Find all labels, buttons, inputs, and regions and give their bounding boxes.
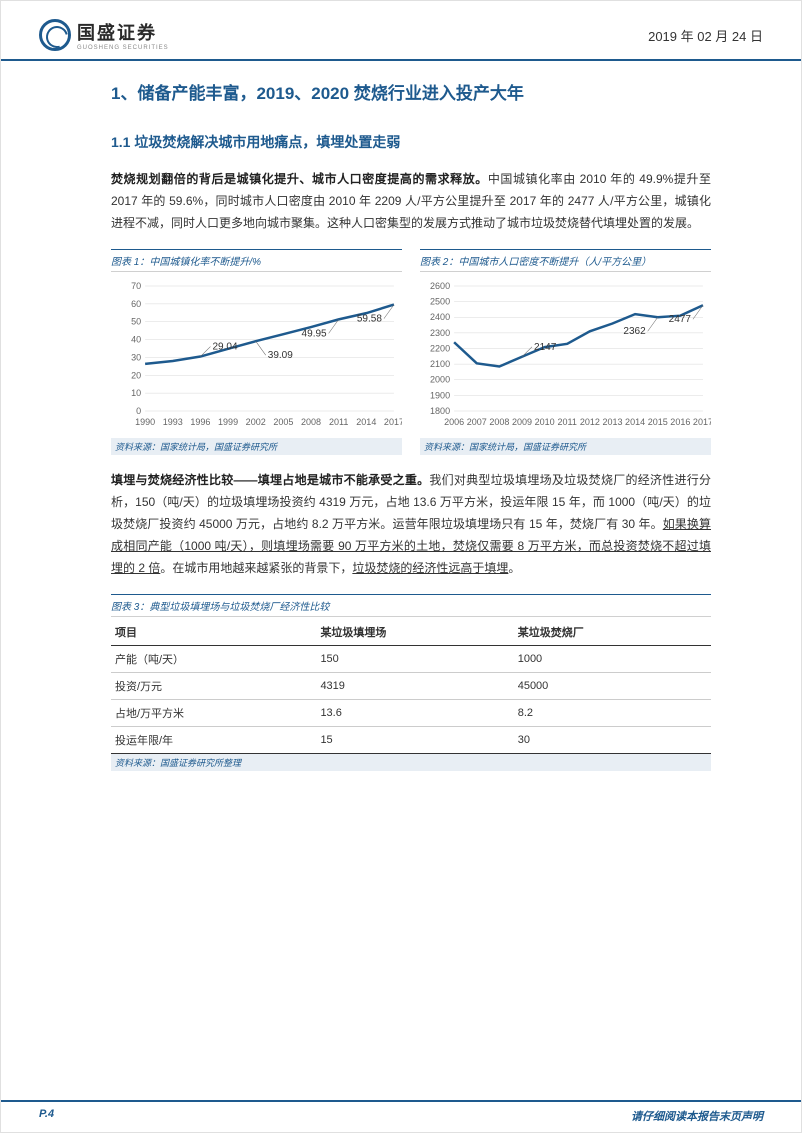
chart-2-svg: 1800 1900 2000 2100 2200 2300 2400 2500 2600 2006… <box>420 276 711 431</box>
svg-text:2008: 2008 <box>301 417 321 427</box>
svg-text:1990: 1990 <box>135 417 155 427</box>
page-number: P.4 <box>39 1108 54 1124</box>
table-header-cell: 某垃圾填埋场 <box>316 619 513 646</box>
table-cell: 15 <box>316 726 513 753</box>
svg-text:2500: 2500 <box>430 296 450 306</box>
svg-text:2100: 2100 <box>430 359 450 369</box>
footer-disclaimer: 请仔细阅读本报告末页声明 <box>631 1108 763 1124</box>
table-cell: 4319 <box>316 672 513 699</box>
svg-text:2000: 2000 <box>430 374 450 384</box>
table-cell: 投运年限/年 <box>111 726 316 753</box>
svg-text:2011: 2011 <box>329 417 348 427</box>
table-cell: 45000 <box>514 672 711 699</box>
svg-text:59.58: 59.58 <box>357 313 383 324</box>
svg-text:2012: 2012 <box>580 417 600 427</box>
svg-text:2009: 2009 <box>512 417 532 427</box>
svg-text:39.09: 39.09 <box>268 350 294 361</box>
table-row: 投资/万元431945000 <box>111 672 711 699</box>
svg-text:2008: 2008 <box>489 417 509 427</box>
svg-text:2147: 2147 <box>534 341 557 352</box>
svg-text:20: 20 <box>131 370 141 380</box>
logo-icon <box>39 19 71 51</box>
svg-text:2016: 2016 <box>670 417 690 427</box>
para2-b: 。在城市用地越来越紧张的背景下， <box>160 561 352 575</box>
table-cell: 投资/万元 <box>111 672 316 699</box>
svg-text:40: 40 <box>131 334 141 344</box>
svg-text:2300: 2300 <box>430 327 450 337</box>
svg-text:2006: 2006 <box>444 417 464 427</box>
para2-c: 。 <box>508 561 520 575</box>
chart-2-box: 图表 2：中国城市人口密度不断提升（人/平方公里） 1800 1900 2000 21… <box>420 249 711 455</box>
para1-bold: 焚烧规划翻倍的背后是城镇化提升、城市人口密度提高的需求释放。 <box>111 172 488 186</box>
svg-text:2014: 2014 <box>625 417 645 427</box>
svg-text:2015: 2015 <box>648 417 668 427</box>
paragraph-2: 填埋与焚烧经济性比较——填埋占地是城市不能承受之重。我们对典型垃圾填埋场及垃圾焚… <box>111 469 711 580</box>
table-cell: 150 <box>316 645 513 672</box>
svg-text:2010: 2010 <box>535 417 555 427</box>
chart-1-source: 资料来源：国家统计局，国盛证券研究所 <box>111 438 402 455</box>
page-footer: P.4 请仔细阅读本报告末页声明 <box>1 1100 801 1132</box>
paragraph-1: 焚烧规划翻倍的背后是城镇化提升、城市人口密度提高的需求释放。中国城镇化率由 20… <box>111 168 711 235</box>
table-row: 产能（吨/天）1501000 <box>111 645 711 672</box>
table-cell: 30 <box>514 726 711 753</box>
chart-1-svg: 0 10 20 30 40 50 60 70 1990 1993 1996 1999 2002 2005 2… <box>111 276 402 431</box>
table-source: 资料来源：国盛证券研究所整理 <box>111 754 711 771</box>
table-cell: 8.2 <box>514 699 711 726</box>
charts-row: 图表 1：中国城镇化率不断提升/% 0 10 20 30 40 50 60 70 1990 199… <box>111 249 711 455</box>
chart-2-source: 资料来源：国家统计局，国盛证券研究所 <box>420 438 711 455</box>
heading-1: 1、储备产能丰富，2019、2020 焚烧行业进入投产大年 <box>111 79 711 104</box>
svg-text:10: 10 <box>131 388 141 398</box>
page-content: 1、储备产能丰富，2019、2020 焚烧行业进入投产大年 1.1 垃圾焚烧解决… <box>1 61 801 771</box>
svg-text:2200: 2200 <box>430 343 450 353</box>
heading-2: 1.1 垃圾焚烧解决城市用地痛点，填埋处置走弱 <box>111 132 711 152</box>
svg-text:29.04: 29.04 <box>212 341 238 352</box>
page-header: 国盛证券 GUOSHENG SECURITIES 2019 年 02 月 24 … <box>1 1 801 61</box>
svg-text:60: 60 <box>131 298 141 308</box>
para2-bold: 填埋与焚烧经济性比较——填埋占地是城市不能承受之重。 <box>111 473 429 487</box>
svg-text:1800: 1800 <box>430 406 450 416</box>
report-date: 2019 年 02 月 24 日 <box>648 26 763 45</box>
chart-1-box: 图表 1：中国城镇化率不断提升/% 0 10 20 30 40 50 60 70 1990 199… <box>111 249 402 455</box>
comparison-table: 项目某垃圾填埋场某垃圾焚烧厂 产能（吨/天）1501000投资/万元431945… <box>111 619 711 754</box>
company-name: 国盛证券 <box>77 19 169 45</box>
table-block: 图表 3：典型垃圾填埋场与垃圾焚烧厂经济性比较 项目某垃圾填埋场某垃圾焚烧厂 产… <box>111 594 711 771</box>
svg-text:2002: 2002 <box>246 417 266 427</box>
svg-text:30: 30 <box>131 352 141 362</box>
table-header-cell: 某垃圾焚烧厂 <box>514 619 711 646</box>
table-title: 图表 3：典型垃圾填埋场与垃圾焚烧厂经济性比较 <box>111 594 711 617</box>
svg-text:1999: 1999 <box>218 417 238 427</box>
svg-text:2600: 2600 <box>430 281 450 291</box>
svg-text:2017: 2017 <box>384 417 402 427</box>
company-sub: GUOSHENG SECURITIES <box>77 45 169 51</box>
company-logo: 国盛证券 GUOSHENG SECURITIES <box>39 19 169 51</box>
svg-text:50: 50 <box>131 316 141 326</box>
svg-text:1996: 1996 <box>190 417 210 427</box>
svg-text:2014: 2014 <box>356 417 376 427</box>
svg-text:2017: 2017 <box>693 417 711 427</box>
table-row: 投运年限/年1530 <box>111 726 711 753</box>
svg-text:2005: 2005 <box>273 417 293 427</box>
para2-ul2: 垃圾焚烧的经济性远高于填埋 <box>352 561 508 575</box>
table-header-cell: 项目 <box>111 619 316 646</box>
svg-text:1993: 1993 <box>163 417 183 427</box>
svg-text:2013: 2013 <box>602 417 622 427</box>
table-cell: 13.6 <box>316 699 513 726</box>
svg-text:2362: 2362 <box>623 326 646 337</box>
svg-text:0: 0 <box>136 406 141 416</box>
table-cell: 1000 <box>514 645 711 672</box>
chart-1-title: 图表 1：中国城镇化率不断提升/% <box>111 249 402 272</box>
svg-text:70: 70 <box>131 281 141 291</box>
table-row: 占地/万平方米13.68.2 <box>111 699 711 726</box>
svg-text:1900: 1900 <box>430 390 450 400</box>
table-cell: 占地/万平方米 <box>111 699 316 726</box>
svg-text:2400: 2400 <box>430 312 450 322</box>
svg-text:2011: 2011 <box>558 417 577 427</box>
table-cell: 产能（吨/天） <box>111 645 316 672</box>
svg-text:2007: 2007 <box>467 417 487 427</box>
svg-text:49.95: 49.95 <box>302 328 328 339</box>
svg-text:2477: 2477 <box>669 314 692 325</box>
chart-2-title: 图表 2：中国城市人口密度不断提升（人/平方公里） <box>420 249 711 272</box>
